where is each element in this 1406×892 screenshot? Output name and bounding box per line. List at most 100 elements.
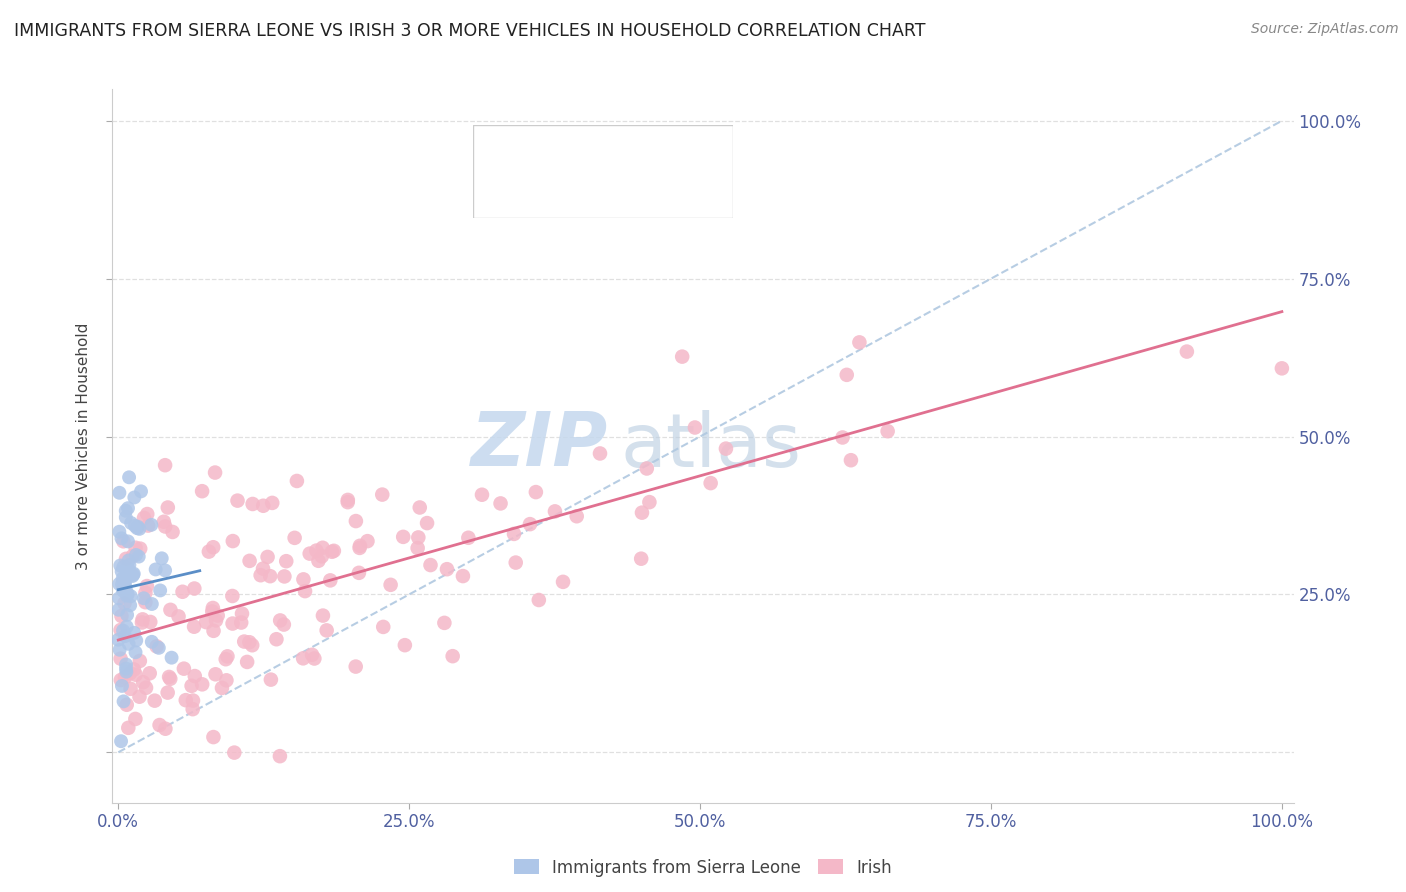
Point xyxy=(262,496,284,510)
Point xyxy=(256,549,278,564)
Point xyxy=(128,690,150,704)
Point xyxy=(122,663,145,677)
Point xyxy=(181,702,204,716)
Point xyxy=(269,614,291,628)
Point xyxy=(321,545,343,559)
Point xyxy=(124,519,146,533)
Point xyxy=(120,681,142,696)
Point xyxy=(124,645,146,659)
Point xyxy=(115,589,138,603)
Point xyxy=(115,665,138,679)
Text: 0.205: 0.205 xyxy=(569,141,626,159)
Point xyxy=(259,569,281,583)
Point xyxy=(138,666,160,681)
Point xyxy=(117,570,139,584)
Point xyxy=(112,576,135,591)
Point xyxy=(198,544,221,558)
Point xyxy=(217,649,239,664)
Point xyxy=(160,650,183,665)
Point xyxy=(162,524,184,539)
Legend: Immigrants from Sierra Leone, Irish: Immigrants from Sierra Leone, Irish xyxy=(515,858,891,877)
Point xyxy=(322,544,344,558)
Point xyxy=(129,484,152,499)
Point xyxy=(292,573,315,587)
Point xyxy=(238,635,260,649)
Point xyxy=(115,607,138,622)
Point xyxy=(114,596,136,610)
Point xyxy=(122,567,145,582)
Point xyxy=(231,615,253,630)
Point xyxy=(201,601,224,615)
Point xyxy=(683,420,706,434)
Text: N =: N = xyxy=(628,184,661,202)
Point xyxy=(191,677,214,691)
Point xyxy=(349,539,371,553)
Point xyxy=(121,569,143,583)
Point xyxy=(110,734,132,748)
Point xyxy=(436,562,458,576)
Point xyxy=(406,541,429,555)
Point xyxy=(380,578,402,592)
Point xyxy=(183,582,205,596)
Point xyxy=(115,551,138,566)
Point xyxy=(527,593,550,607)
Point xyxy=(433,615,456,630)
Point xyxy=(114,510,136,524)
Point xyxy=(839,453,862,467)
Point xyxy=(221,616,243,631)
Text: N =: N = xyxy=(628,141,661,159)
Point xyxy=(215,673,238,688)
Point xyxy=(115,657,138,672)
Point xyxy=(143,693,166,707)
Point xyxy=(301,648,323,662)
Point xyxy=(524,485,547,500)
Point xyxy=(249,568,271,582)
Point xyxy=(202,624,225,638)
Point xyxy=(191,484,214,499)
Point xyxy=(294,584,316,599)
Point xyxy=(118,558,141,572)
Point xyxy=(122,566,145,581)
Point xyxy=(699,476,721,491)
Point xyxy=(117,637,139,651)
Point xyxy=(115,620,138,634)
Point xyxy=(174,693,197,707)
Point xyxy=(155,519,177,533)
Point xyxy=(141,597,163,611)
Point xyxy=(127,519,149,533)
Point xyxy=(371,487,394,501)
Point xyxy=(252,561,274,575)
Point xyxy=(211,681,233,695)
Point xyxy=(226,493,249,508)
Point xyxy=(108,524,131,539)
Point xyxy=(305,543,328,558)
Point xyxy=(111,572,134,586)
Point xyxy=(108,642,131,657)
Y-axis label: 3 or more Vehicles in Household: 3 or more Vehicles in Household xyxy=(76,322,91,570)
Point xyxy=(349,541,371,555)
Point xyxy=(392,530,415,544)
Point xyxy=(876,424,898,438)
Text: Source: ZipAtlas.com: Source: ZipAtlas.com xyxy=(1251,22,1399,37)
Text: IMMIGRANTS FROM SIERRA LEONE VS IRISH 3 OR MORE VEHICLES IN HOUSEHOLD CORRELATIO: IMMIGRANTS FROM SIERRA LEONE VS IRISH 3 … xyxy=(14,22,925,40)
Point xyxy=(831,430,853,444)
Point xyxy=(153,458,176,473)
Point xyxy=(416,516,439,530)
Point xyxy=(117,534,139,549)
Point xyxy=(114,504,136,518)
Point xyxy=(347,566,370,580)
Point xyxy=(121,549,143,563)
Point xyxy=(204,667,226,681)
Point xyxy=(409,500,432,515)
Point xyxy=(118,470,141,484)
Point xyxy=(242,497,264,511)
Point xyxy=(565,509,588,524)
Point xyxy=(204,466,226,480)
Point xyxy=(125,633,148,648)
Point xyxy=(114,578,136,592)
Point xyxy=(132,675,155,690)
Point xyxy=(115,661,138,675)
Point xyxy=(128,549,150,564)
Point xyxy=(127,521,149,535)
FancyBboxPatch shape xyxy=(481,135,515,165)
